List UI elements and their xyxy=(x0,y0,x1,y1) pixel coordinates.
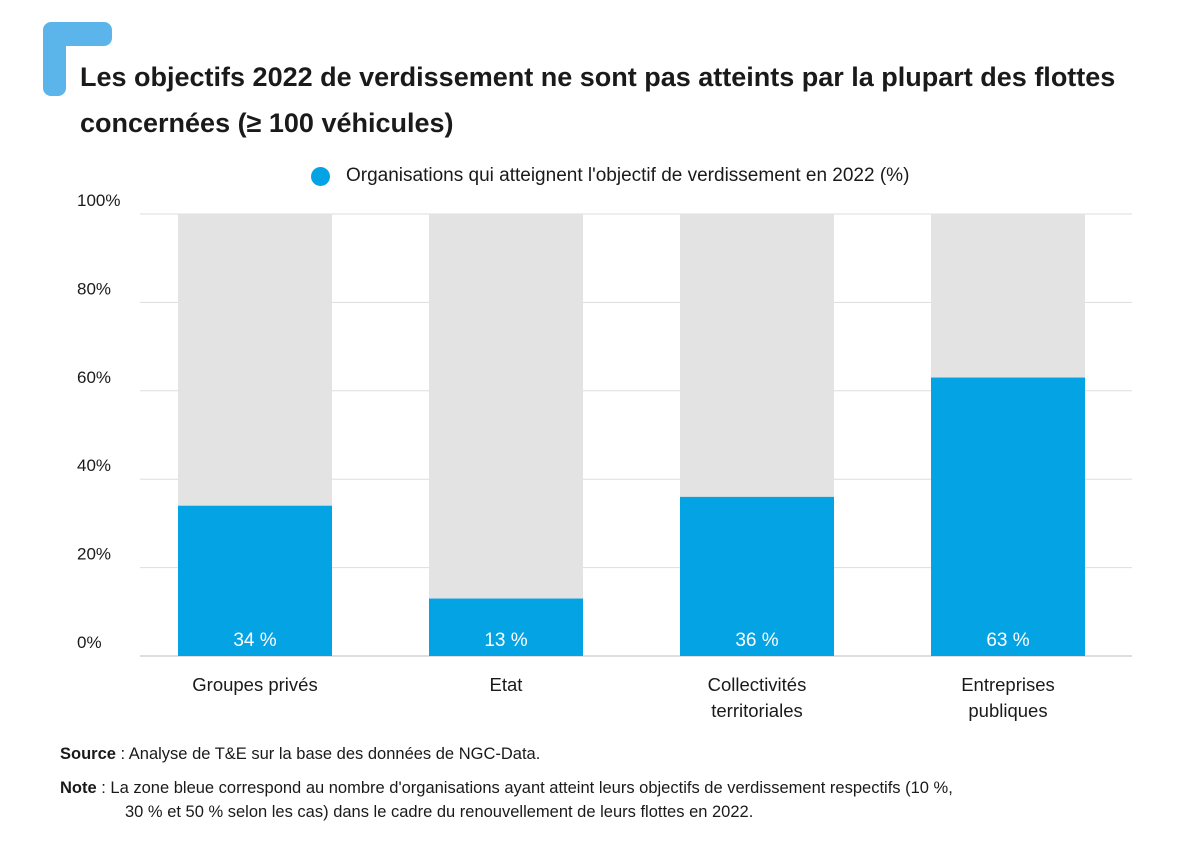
x-tick-label-line: Etat xyxy=(490,674,523,695)
data-label: 36 % xyxy=(735,630,778,651)
bar xyxy=(931,377,1085,656)
bar-background xyxy=(429,214,583,656)
y-tick-label: 0% xyxy=(77,633,102,652)
source-key: Source xyxy=(60,745,116,763)
bar xyxy=(429,598,583,656)
y-tick-label: 100% xyxy=(77,191,120,210)
bar xyxy=(680,496,834,656)
y-tick-label: 80% xyxy=(77,279,111,298)
footer-note: Note : La zone bleue correspond au nombr… xyxy=(60,776,1150,800)
legend-label: Organisations qui atteignent l'objectif … xyxy=(346,165,910,186)
x-tick-label-line: territoriales xyxy=(711,700,803,721)
bar xyxy=(178,505,332,656)
x-tick-label-line: Entreprises xyxy=(961,674,1055,695)
y-tick-label: 40% xyxy=(77,456,111,475)
source-text: : Analyse de T&E sur la base des données… xyxy=(115,745,541,763)
x-tick-label: Entreprises publiques xyxy=(961,674,1055,721)
bar-chart: 0% 20% 40% 60% 80% 100% 34 % Groupes privés 13 %… xyxy=(77,191,1132,721)
chart-legend: Organisations qui atteignent l'objectif … xyxy=(311,163,909,189)
x-tick-label: Collectivités territoriales xyxy=(708,674,807,721)
data-label: 13 % xyxy=(484,630,527,651)
x-tick-label: Etat xyxy=(490,674,523,695)
y-tick-label: 20% xyxy=(77,545,111,564)
footer-source: Source : Analyse de T&E sur la base des … xyxy=(60,742,540,766)
footer-note-continued: 30 % et 50 % selon les cas) dans le cadr… xyxy=(125,803,754,821)
y-tick-label: 60% xyxy=(77,368,111,387)
x-tick-label-line: publiques xyxy=(968,700,1047,721)
data-label: 63 % xyxy=(986,630,1029,651)
chart-title: Les objectifs 2022 de verdissement ne so… xyxy=(80,62,1116,138)
data-label: 34 % xyxy=(233,630,276,651)
note-text-line-1: : La zone bleue correspond au nombre d'o… xyxy=(96,779,953,797)
legend-swatch xyxy=(311,166,330,186)
x-tick-label-line: Collectivités xyxy=(708,674,807,695)
x-tick-label: Groupes privés xyxy=(192,674,317,695)
note-key: Note xyxy=(60,779,97,797)
corner-bracket-icon xyxy=(43,22,112,96)
x-tick-label-line: Groupes privés xyxy=(192,674,317,695)
